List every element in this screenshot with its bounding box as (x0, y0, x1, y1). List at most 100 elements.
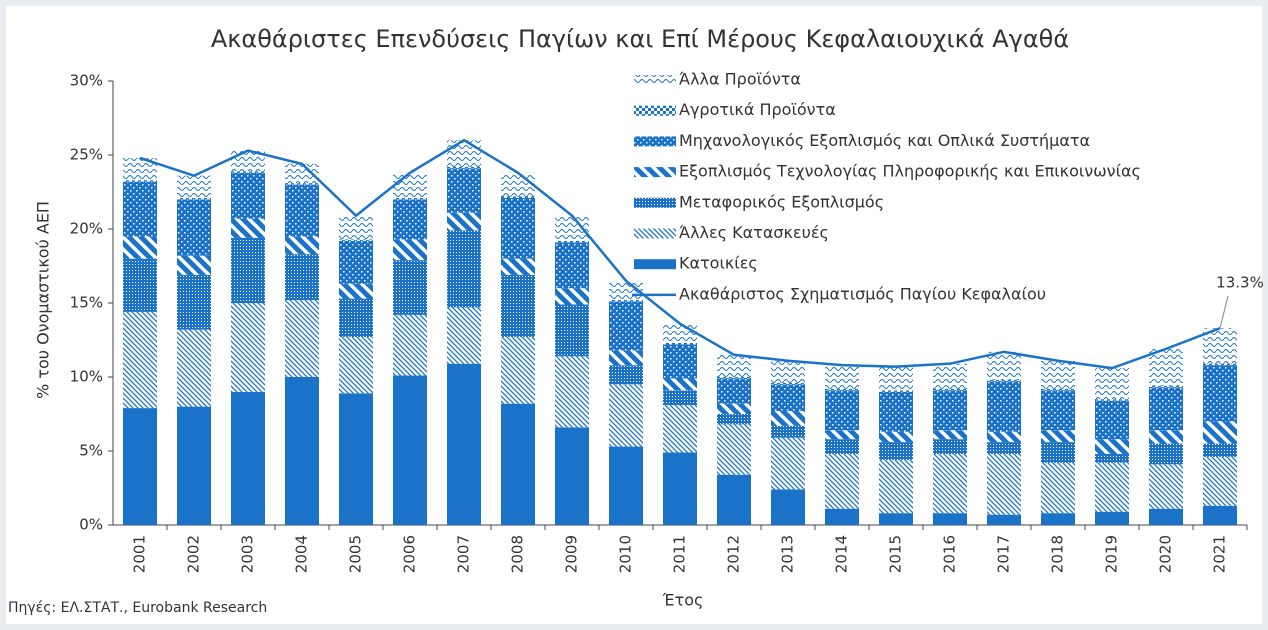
legend-label: Ακαθάριστος Σχηματισμός Παγίου Κεφαλαίου (679, 284, 1046, 303)
x-tick-label: 2019 (1103, 535, 1121, 573)
bar-segment (123, 180, 157, 182)
bar-segment (1203, 505, 1237, 525)
y-tick-label: 10% (70, 368, 103, 386)
bar-segment (825, 430, 859, 440)
x-tick-label: 2013 (779, 535, 797, 573)
legend-label: Άλλα Προϊόντα (679, 70, 801, 89)
chart-title: Ακαθάριστες Επενδύσεις Παγίων και Επί Μέ… (211, 25, 1069, 53)
bar-segment (555, 356, 589, 428)
bar-segment (177, 274, 211, 330)
bar-segment (1203, 421, 1237, 444)
bar-segment (1149, 348, 1183, 386)
bar-segment (879, 391, 913, 432)
bar-segment (447, 212, 481, 231)
line (139, 138, 1221, 370)
bar-segment (1149, 508, 1183, 525)
bar-segment (609, 350, 643, 366)
bar-segment (663, 452, 697, 525)
bar-segment (285, 183, 319, 185)
x-tick-label: 2004 (293, 535, 311, 573)
bar-segment (717, 424, 751, 475)
bar-segment (123, 258, 157, 312)
x-tick-label: 2021 (1211, 535, 1229, 573)
bar-segment (393, 375, 427, 525)
bar-segment (771, 384, 805, 412)
bar-segment (285, 300, 319, 377)
bar-segment (987, 431, 1021, 443)
legend-swatch (634, 75, 676, 85)
x-tick-label: 2010 (617, 535, 635, 573)
bar-segment (1149, 385, 1183, 388)
y-tick-label: 25% (70, 146, 103, 164)
x-axis-label: Έτος (662, 591, 704, 610)
bar-segment (447, 307, 481, 364)
bar-segment (663, 323, 697, 343)
bar-segment (1203, 456, 1237, 506)
legend-label: Κατοικίες (679, 254, 758, 273)
bar-segment (339, 393, 373, 525)
x-tick-label: 2020 (1157, 535, 1175, 573)
bar-segment (987, 442, 1021, 454)
bar-segment (393, 172, 427, 198)
bar-segment (1203, 328, 1237, 364)
bar-segment (1149, 443, 1183, 465)
x-tick-label: 2008 (509, 535, 527, 573)
bar-segment (771, 437, 805, 490)
bar-segment (231, 218, 265, 238)
bar-segment (555, 242, 589, 289)
bar-segment (501, 258, 535, 275)
legend-label: Άλλες Κατασκευές (679, 223, 829, 242)
bar-segment (1041, 513, 1075, 525)
x-tick-label: 2006 (401, 535, 419, 573)
bar-segment (339, 337, 373, 394)
bar-segment (339, 283, 373, 299)
bar-segment (663, 405, 697, 453)
label-leader (1219, 296, 1229, 329)
bar-segment (825, 390, 859, 431)
bar-segment (1095, 400, 1129, 440)
bar-segment (1041, 442, 1075, 463)
bar-segment (501, 274, 535, 338)
bar-segment (447, 230, 481, 308)
bar-segment (393, 197, 427, 200)
bar-segment (825, 508, 859, 525)
bar-segment (555, 427, 589, 525)
bar-segment (339, 240, 373, 284)
x-tick-label: 2012 (725, 535, 743, 573)
bar-segment (231, 171, 265, 173)
bar-segment (663, 344, 697, 379)
bar-segment (771, 411, 805, 426)
bar-segment (177, 255, 211, 275)
bar-segment (501, 172, 535, 197)
bar-segment (177, 175, 211, 198)
bar-segment (609, 446, 643, 525)
legend-swatch (634, 136, 676, 147)
x-tick-label: 2014 (833, 535, 851, 573)
bar-segment (285, 184, 319, 237)
bar-segment (987, 453, 1021, 515)
bar-segment (717, 377, 751, 379)
bar-segment (501, 197, 535, 259)
bar-segment (1095, 399, 1129, 401)
bar-segment (285, 377, 319, 525)
bar-segment (933, 363, 967, 389)
bar-segment (1041, 388, 1075, 391)
bar-segment (771, 382, 805, 385)
bar-segment (1149, 464, 1183, 509)
x-tick-label: 2003 (239, 535, 257, 573)
bar-segment (1041, 390, 1075, 431)
bar-segment (501, 403, 535, 525)
bar-segment (1095, 511, 1129, 525)
bar-segment (609, 365, 643, 385)
bar-segment (1095, 368, 1129, 400)
y-tick-label: 15% (70, 294, 103, 312)
bar-segment (285, 254, 319, 301)
bar-segment (447, 140, 481, 167)
bar-segment (555, 240, 589, 243)
bar-segment (393, 199, 427, 240)
bar-segment (771, 489, 805, 525)
legend-label: Μηχανολογικός Εξοπλισμός και Οπλικά Συστ… (679, 131, 1090, 150)
legend-swatch (634, 167, 676, 178)
bar-segment (501, 196, 535, 198)
x-tick-label: 2005 (347, 535, 365, 573)
